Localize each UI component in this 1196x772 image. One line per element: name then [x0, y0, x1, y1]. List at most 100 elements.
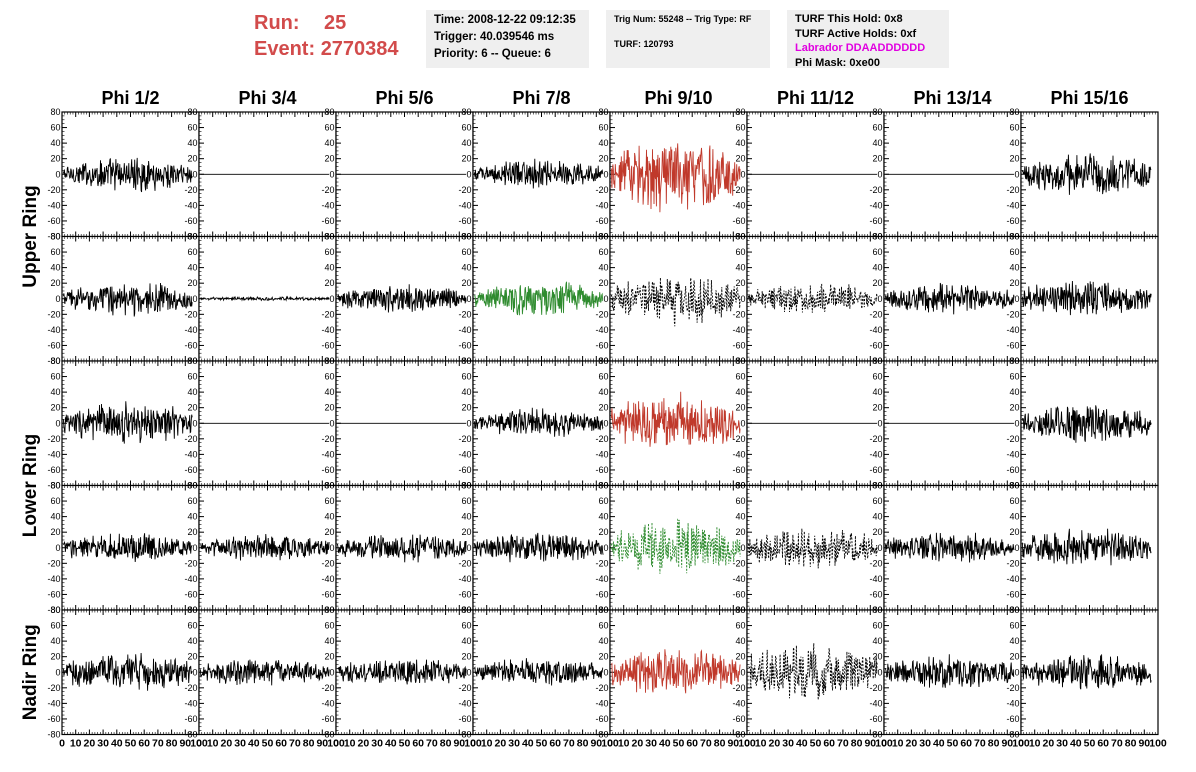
y-tick-label: -60 [321, 465, 334, 475]
column-header: Phi 3/4 [238, 88, 296, 108]
y-tick-label: -60 [47, 340, 60, 350]
y-tick-label: -80 [47, 481, 60, 491]
waveform-trace [62, 401, 193, 444]
x-tick-label: 90 [1138, 738, 1150, 750]
y-tick-label: -40 [458, 325, 471, 335]
y-tick-label: 60 [872, 621, 882, 631]
y-tick-label: 60 [1009, 372, 1019, 382]
y-tick-label: 80 [1009, 107, 1019, 117]
y-tick-label: 60 [1009, 621, 1019, 631]
y-tick-label: -80 [595, 730, 608, 740]
waveform-trace [747, 528, 878, 569]
x-tick-label: 60 [686, 738, 698, 750]
y-tick-label: -60 [732, 465, 745, 475]
x-tick-label: 30 [371, 738, 383, 750]
x-tick-label: 90 [727, 738, 739, 750]
waveform-trace [473, 158, 604, 189]
x-tick-label: 10 [892, 738, 904, 750]
x-tick-label: 100 [601, 738, 619, 750]
y-tick-label: -40 [458, 449, 471, 459]
y-tick-label: -80 [47, 605, 60, 615]
y-tick-label: -80 [321, 730, 334, 740]
y-tick-label: -40 [47, 325, 60, 335]
event-value: 2770384 [320, 38, 399, 60]
y-tick-label: 40 [187, 387, 197, 397]
y-tick-label: 20 [324, 154, 334, 164]
waveform-trace [1021, 654, 1152, 690]
waveform-trace [474, 658, 604, 686]
y-tick-label: -60 [869, 589, 882, 599]
y-tick-label: 80 [735, 232, 745, 242]
x-tick-label: 100 [1149, 738, 1167, 750]
y-tick-label: -60 [732, 714, 745, 724]
y-tick-label: -20 [458, 434, 471, 444]
x-tick-label: 20 [769, 738, 781, 750]
y-tick-label: -20 [869, 683, 882, 693]
x-tick-label: 30 [234, 738, 246, 750]
y-tick-label: 60 [187, 372, 197, 382]
y-tick-label: 80 [735, 605, 745, 615]
y-tick-label: 20 [461, 278, 471, 288]
y-tick-label: 0 [192, 667, 197, 677]
y-tick-label: 0 [603, 667, 608, 677]
y-tick-label: 20 [872, 527, 882, 537]
x-tick-label: 100 [738, 738, 756, 750]
y-tick-label: -60 [595, 465, 608, 475]
y-tick-label: 0 [466, 543, 471, 553]
y-tick-label: 40 [187, 138, 197, 148]
y-tick-label: -40 [595, 449, 608, 459]
x-tick-label: 20 [1043, 738, 1055, 750]
y-tick-label: 0 [55, 294, 60, 304]
y-tick-label: 20 [598, 278, 608, 288]
y-tick-label: -80 [458, 730, 471, 740]
y-tick-label: 80 [598, 605, 608, 615]
y-tick-label: 20 [50, 278, 60, 288]
x-tick-label: 90 [590, 738, 602, 750]
y-tick-label: 40 [187, 512, 197, 522]
y-tick-label: 20 [735, 278, 745, 288]
y-tick-label: 40 [324, 138, 334, 148]
y-tick-label: -40 [47, 200, 60, 210]
waveform-trace [884, 282, 1015, 315]
x-tick-label: 90 [316, 738, 328, 750]
ring-label: Nadir Ring [20, 624, 41, 720]
y-tick-label: 20 [598, 154, 608, 164]
y-tick-label: 60 [1009, 123, 1019, 133]
y-tick-label: 40 [50, 512, 60, 522]
y-tick-label: 20 [735, 652, 745, 662]
y-tick-label: -40 [869, 325, 882, 335]
x-tick-label: 30 [97, 738, 109, 750]
y-tick-label: 80 [461, 481, 471, 491]
x-tick-label: 20 [84, 738, 96, 750]
y-tick-label: -40 [321, 574, 334, 584]
y-tick-label: 40 [872, 138, 882, 148]
y-tick-label: -20 [1006, 309, 1019, 319]
y-tick-label: -60 [869, 216, 882, 226]
y-tick-label: 80 [187, 107, 197, 117]
y-tick-label: -60 [184, 465, 197, 475]
y-tick-label: -60 [184, 340, 197, 350]
y-tick-label: 60 [50, 123, 60, 133]
y-tick-label: 60 [324, 496, 334, 506]
y-tick-label: 40 [598, 138, 608, 148]
y-tick-label: 0 [55, 169, 60, 179]
y-tick-label: 40 [735, 138, 745, 148]
x-tick-label: 80 [577, 738, 589, 750]
y-tick-label: 20 [461, 652, 471, 662]
x-tick-label: 40 [522, 738, 534, 750]
turf-this-hold-text: TURF This Hold: 0x8 [795, 13, 903, 25]
y-tick-label: -20 [1006, 434, 1019, 444]
y-tick-label: 0 [1014, 667, 1019, 677]
y-tick-label: -20 [869, 434, 882, 444]
x-tick-label: 0 [744, 738, 750, 750]
y-tick-label: 60 [324, 247, 334, 257]
x-tick-label: 20 [221, 738, 233, 750]
y-tick-label: 40 [187, 636, 197, 646]
y-tick-label: 0 [877, 667, 882, 677]
